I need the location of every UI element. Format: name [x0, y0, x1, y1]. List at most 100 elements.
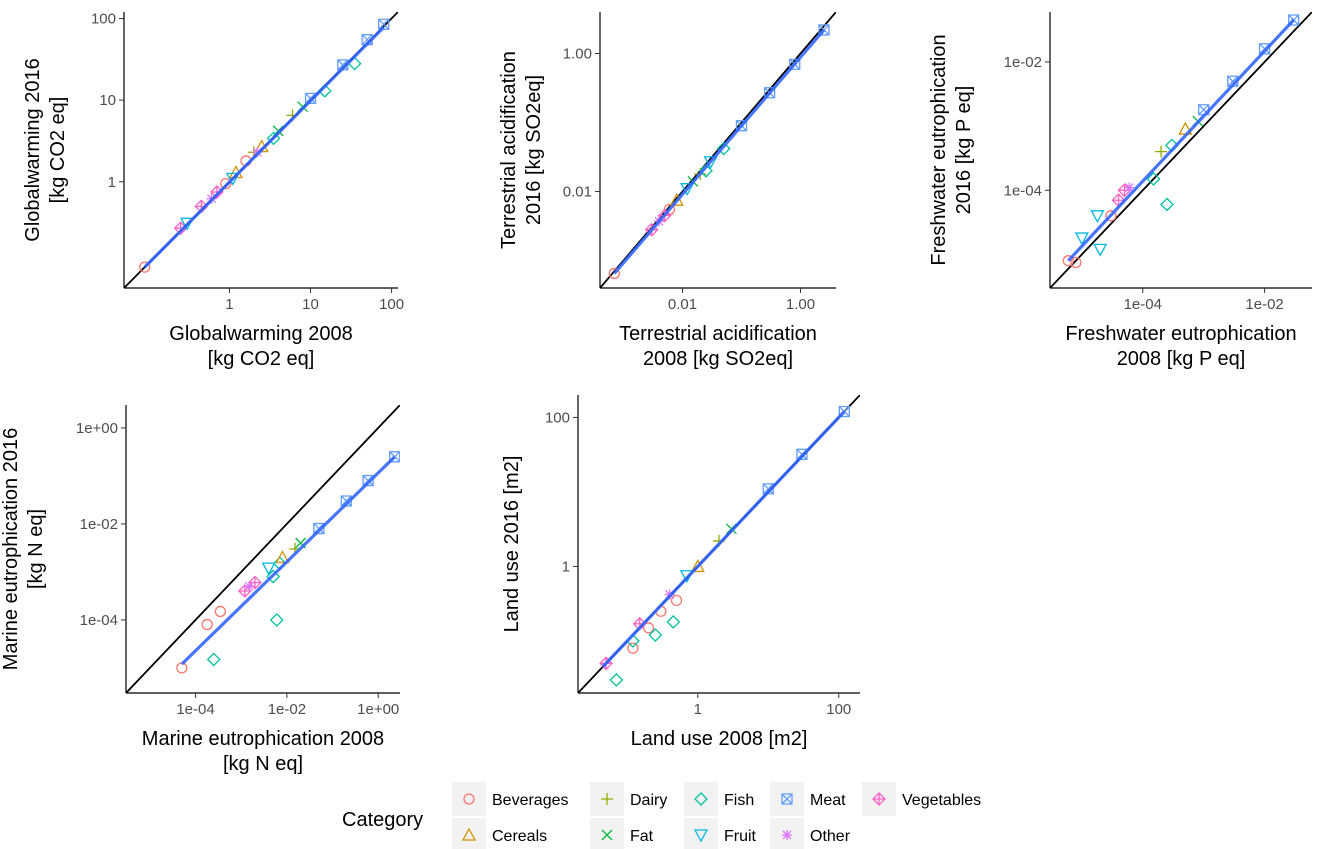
- y-tick-label: 1e-04: [80, 612, 118, 629]
- fit-line: [143, 26, 385, 269]
- plot-area: [578, 395, 860, 693]
- y-axis-title: Globalwarming 2016: [22, 58, 44, 241]
- x-tick-label: 0.01: [668, 296, 697, 313]
- x-axis-title: Land use 2008 [m2]: [631, 728, 808, 750]
- y-axis-title: [kg N eq]: [25, 509, 47, 589]
- y-tick-label: 1e-02: [80, 516, 118, 533]
- legend-symbol-fat: [601, 829, 613, 841]
- data-point-beverages: [139, 261, 151, 273]
- y-tick-label: 1.00: [563, 46, 592, 63]
- data-point-cereals: [690, 559, 705, 573]
- x-tick-label: 1: [694, 701, 702, 718]
- y-tick-label: 1e-04: [1004, 182, 1042, 199]
- y-axis-title: 2016 [kg P eq]: [953, 86, 975, 215]
- data-point-fruit: [1093, 243, 1108, 257]
- legend-symbol-fruit: [693, 829, 709, 843]
- y-axis-title: Marine eutrophication 2016: [0, 428, 22, 670]
- fit-line: [601, 410, 846, 668]
- legend-item-beverages: Beverages: [452, 782, 569, 816]
- panel-3: 1e-04 1e-02 1e-04 1e-02 Freshwater eutrophic…: [928, 12, 1312, 370]
- y-axis-title: [kg CO2 eq]: [47, 97, 69, 204]
- data-point-meat: [762, 483, 774, 495]
- legend-items: Beverages Cereals Dairy Fat Fish Fruit Meat Oth…: [452, 782, 981, 849]
- plot-area: [124, 12, 398, 288]
- plot-area: [1050, 12, 1312, 288]
- data-point-fish: [1146, 172, 1161, 186]
- legend-symbol-vegetables: [872, 792, 886, 806]
- legend: Category Beverages Cereals Dairy Fat Fish Fru…: [342, 782, 981, 849]
- data-point-beverages: [1062, 255, 1074, 267]
- panel-5: 1 100 1 100 Land use 2008 [m2] Land use 2016 …: [501, 395, 860, 750]
- data-point-fish: [648, 628, 663, 642]
- legend-label: Fruit: [724, 828, 757, 845]
- x-tick-label: 1: [225, 296, 233, 313]
- legend-label: Fish: [724, 792, 754, 809]
- data-point-fish: [609, 672, 624, 687]
- legend-symbol-cereals: [461, 827, 477, 841]
- legend-key: [590, 818, 624, 849]
- legend-symbol-other: [782, 830, 792, 840]
- data-point-meat: [304, 92, 317, 105]
- x-tick-label: 1e-02: [1245, 296, 1283, 313]
- identity-line: [126, 405, 400, 693]
- x-axis-title: Terrestrial acidification: [619, 323, 817, 345]
- data-point-fruit: [261, 562, 276, 576]
- data-point-meat: [361, 34, 373, 46]
- data-point-fish: [269, 612, 284, 627]
- data-point-beverages: [1070, 256, 1082, 269]
- x-axis-title: 2008 [kg P eq]: [1117, 348, 1246, 370]
- legend-item-fish: Fish: [684, 782, 754, 816]
- legend-item-dairy: Dairy: [590, 782, 667, 816]
- legend-label: Vegetables: [902, 792, 981, 809]
- legend-key: [684, 818, 718, 849]
- panel-1: 1 10 100 1 10 100 Globalwarming 2008 [kg CO2 eq…: [22, 10, 404, 370]
- data-point-other: [244, 581, 255, 592]
- x-tick-label: 1e-02: [268, 701, 306, 718]
- legend-item-other: Other: [770, 818, 851, 849]
- data-point-fish: [716, 141, 731, 156]
- y-axis-title: 2016 [kg SO2eq]: [523, 75, 545, 225]
- x-axis-title: Globalwarming 2008: [169, 323, 352, 345]
- fit-line: [613, 28, 826, 275]
- y-tick-label: 10: [99, 92, 116, 109]
- legend-symbol-fish: [694, 792, 708, 806]
- data-point-beverages: [1105, 210, 1117, 222]
- y-axis-title: Land use 2016 [m2]: [501, 456, 523, 633]
- data-point-meat: [340, 495, 352, 507]
- legend-item-fruit: Fruit: [684, 818, 757, 849]
- y-tick-label: 1: [108, 174, 116, 191]
- data-point-meat: [337, 59, 349, 71]
- legend-title: Category: [342, 809, 423, 831]
- x-axis-title: Marine eutrophication 2008: [142, 728, 384, 750]
- data-point-beverages: [670, 594, 683, 607]
- y-tick-label: 1e-02: [1004, 54, 1042, 71]
- y-tick-label: 1: [562, 558, 570, 575]
- data-point-beverages: [176, 662, 188, 674]
- data-point-meat: [378, 18, 390, 30]
- legend-key: [684, 782, 718, 816]
- data-point-fruit: [225, 172, 240, 186]
- data-point-beverages: [220, 177, 232, 190]
- fit-line: [180, 455, 396, 666]
- y-axis-title: Terrestrial acidification: [498, 51, 520, 249]
- legend-label: Meat: [810, 792, 846, 809]
- data-point-beverages: [642, 622, 655, 634]
- legend-item-meat: Meat: [770, 782, 846, 816]
- x-tick-label: 1.00: [786, 296, 815, 313]
- data-point-meat: [1227, 75, 1239, 87]
- x-axis-title: Freshwater eutrophication: [1065, 323, 1296, 345]
- legend-symbol-dairy: [601, 793, 613, 805]
- legend-label: Other: [810, 828, 851, 845]
- data-point-beverages: [627, 642, 639, 654]
- data-point-cereals: [275, 550, 290, 564]
- x-tick-label: 1e-04: [1124, 296, 1162, 313]
- y-tick-label: 100: [545, 409, 570, 426]
- panels: 1 10 100 1 10 100 Globalwarming 2008 [kg CO2 eq…: [0, 10, 1312, 775]
- data-point-beverages: [214, 605, 227, 618]
- panel-2: 0.01 1.00 0.01 1.00 Terrestrial acidificatio…: [498, 12, 836, 370]
- data-point-fish: [666, 614, 681, 629]
- y-axis-title: Freshwater eutrophication: [928, 34, 950, 265]
- data-point-beverages: [201, 618, 213, 631]
- data-point-other: [1124, 182, 1135, 193]
